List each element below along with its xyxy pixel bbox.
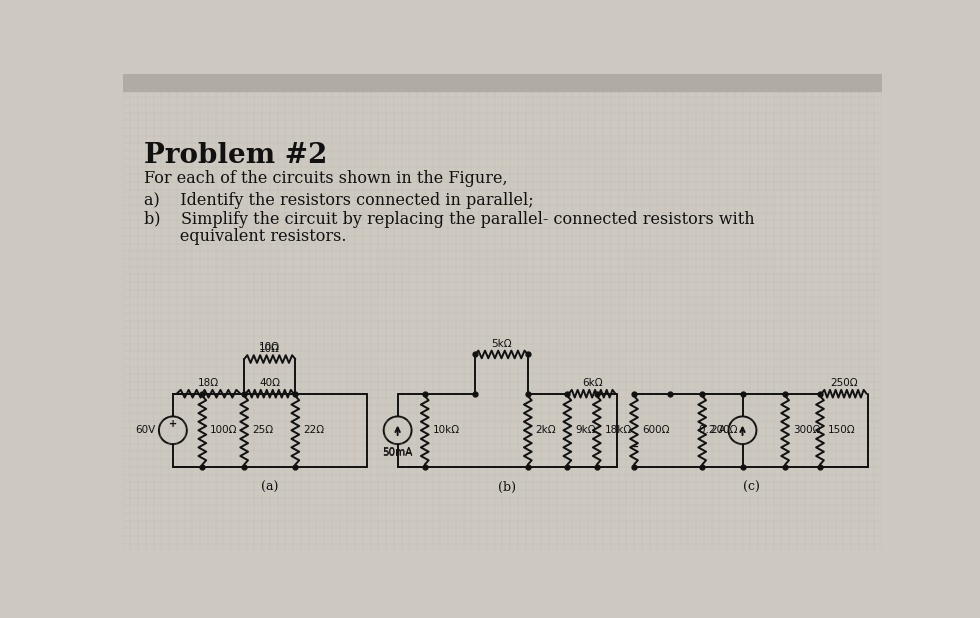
- Text: 5kΩ: 5kΩ: [491, 339, 512, 349]
- Text: 18kΩ: 18kΩ: [605, 425, 632, 435]
- Text: Problem #2: Problem #2: [144, 142, 327, 169]
- Text: 10Ω: 10Ω: [260, 344, 280, 353]
- Text: (b): (b): [498, 481, 516, 494]
- Text: 200Ω: 200Ω: [710, 425, 737, 435]
- Text: 18Ω: 18Ω: [198, 378, 220, 388]
- Text: 0.2 A: 0.2 A: [699, 425, 725, 435]
- Text: 6kΩ: 6kΩ: [582, 378, 603, 388]
- Text: 300Ω: 300Ω: [793, 425, 820, 435]
- Text: 10kΩ: 10kΩ: [432, 425, 460, 435]
- Text: 100Ω: 100Ω: [210, 425, 237, 435]
- Text: b)    Simplify the circuit by replacing the parallel- connected resistors with: b) Simplify the circuit by replacing the…: [144, 211, 755, 228]
- Text: 40Ω: 40Ω: [260, 378, 280, 388]
- Text: 2kΩ: 2kΩ: [536, 425, 557, 435]
- Text: 250Ω: 250Ω: [830, 378, 858, 388]
- Text: (c): (c): [743, 481, 760, 494]
- Text: 60V: 60V: [135, 425, 156, 435]
- Bar: [122, 74, 882, 91]
- Text: +: +: [169, 419, 177, 429]
- Text: equivalent resistors.: equivalent resistors.: [144, 228, 347, 245]
- Text: 50mA: 50mA: [382, 448, 413, 458]
- Text: 150Ω: 150Ω: [828, 425, 856, 435]
- Text: 10Ω: 10Ω: [260, 342, 280, 352]
- Text: (a): (a): [261, 481, 278, 494]
- Text: a)    Identify the resistors connected in parallel;: a) Identify the resistors connected in p…: [144, 192, 534, 209]
- Text: 50mA: 50mA: [382, 447, 413, 457]
- Text: 25Ω: 25Ω: [252, 425, 273, 435]
- Text: 22Ω: 22Ω: [303, 425, 324, 435]
- Text: 600Ω: 600Ω: [642, 425, 669, 435]
- Text: 9kΩ: 9kΩ: [575, 425, 596, 435]
- Text: For each of the circuits shown in the Figure,: For each of the circuits shown in the Fi…: [144, 169, 508, 187]
